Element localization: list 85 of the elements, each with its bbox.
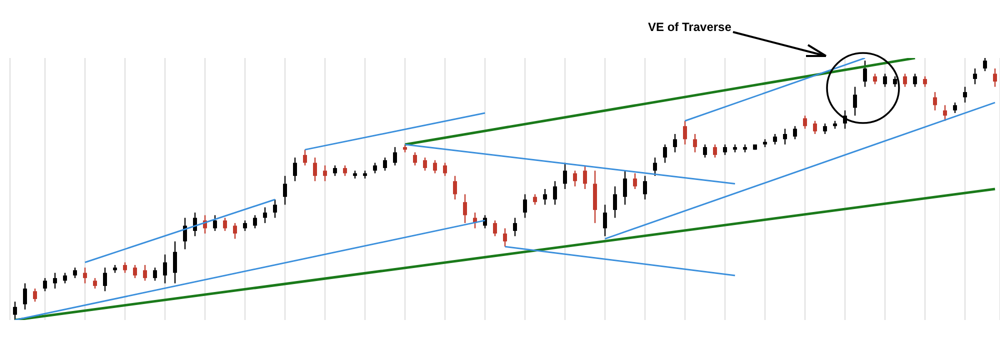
candlestick: [13, 301, 17, 320]
candlestick: [173, 240, 177, 284]
candlestick: [433, 160, 437, 174]
candlestick: [633, 172, 637, 190]
candlestick: [323, 164, 327, 182]
candlestick: [293, 156, 297, 182]
candlestick: [773, 133, 777, 146]
candlestick: [663, 144, 667, 164]
candlestick: [823, 122, 827, 135]
candlestick: [873, 73, 877, 85]
candlestick: [913, 73, 917, 88]
candlestick: [93, 277, 97, 290]
candlestick: [493, 220, 497, 237]
candlestick: [283, 175, 287, 206]
candlestick: [123, 262, 127, 274]
candlestick: [853, 86, 857, 116]
candlestick: [683, 120, 687, 146]
candlestick: [693, 133, 697, 153]
candlestick: [133, 264, 137, 279]
candlestick: [253, 214, 257, 229]
candlestick: [443, 162, 447, 176]
candlestick: [413, 152, 417, 166]
candlestick: [903, 73, 907, 88]
candlestick: [393, 146, 397, 166]
candlestick: [863, 60, 867, 88]
candlestick: [513, 217, 517, 237]
candlestick: [503, 228, 507, 248]
candlestick: [263, 206, 267, 224]
candlestick: [373, 162, 377, 174]
candlestick: [783, 128, 787, 146]
candlestick: [223, 217, 227, 232]
candlestick: [303, 149, 307, 166]
candlestick: [33, 288, 37, 302]
candlestick: [703, 144, 707, 158]
candlestick: [803, 115, 807, 130]
candlestick: [143, 264, 147, 282]
candlestick: [383, 156, 387, 172]
candlestick: [423, 156, 427, 172]
candlestick: [893, 76, 897, 88]
candlestick: [673, 133, 677, 153]
candlestick: [713, 144, 717, 158]
candlestick: [793, 126, 797, 140]
candlestick: [933, 91, 937, 111]
candlestick: [153, 267, 157, 282]
candlestick: [953, 102, 957, 114]
candlestick: [163, 254, 167, 284]
candlestick: [103, 267, 107, 292]
candlestick: [43, 277, 47, 292]
candlestick: [213, 214, 217, 232]
candlestick: [983, 58, 987, 72]
candlestick: [613, 186, 617, 218]
candlestick: [883, 73, 887, 88]
candlestick: [963, 86, 967, 104]
candlestick: [563, 162, 567, 190]
candlestick: [183, 217, 187, 250]
candlestick: [603, 204, 607, 237]
candlestick: [723, 144, 727, 156]
candlestick: [973, 68, 977, 85]
candlestick: [543, 188, 547, 206]
candlestick: [583, 164, 587, 190]
candlestick: [53, 272, 57, 290]
candlestick: [63, 272, 67, 284]
candlestick: [273, 198, 277, 218]
candlestick: [623, 170, 627, 206]
candlestick: [573, 170, 577, 187]
candlestick: [313, 156, 317, 182]
candlestick: [923, 76, 927, 88]
candlestick: [233, 222, 237, 240]
candlestick: [533, 194, 537, 206]
candlestick: [463, 194, 467, 224]
candlestick: [643, 175, 647, 200]
candlestick: [553, 180, 557, 206]
candlestick: [83, 267, 87, 284]
candlestick: [243, 220, 247, 232]
candlestick: [813, 120, 817, 135]
candlestick: [943, 104, 947, 122]
candlestick: [73, 267, 77, 279]
candlestick: [653, 156, 657, 176]
candlestick: [23, 282, 27, 310]
candlestick: [453, 175, 457, 200]
candlestick: [343, 164, 347, 176]
candlestick: [993, 68, 997, 88]
candlestick: [523, 194, 527, 218]
text: VE of Traverse: [648, 20, 732, 34]
candlestick: [333, 164, 337, 176]
